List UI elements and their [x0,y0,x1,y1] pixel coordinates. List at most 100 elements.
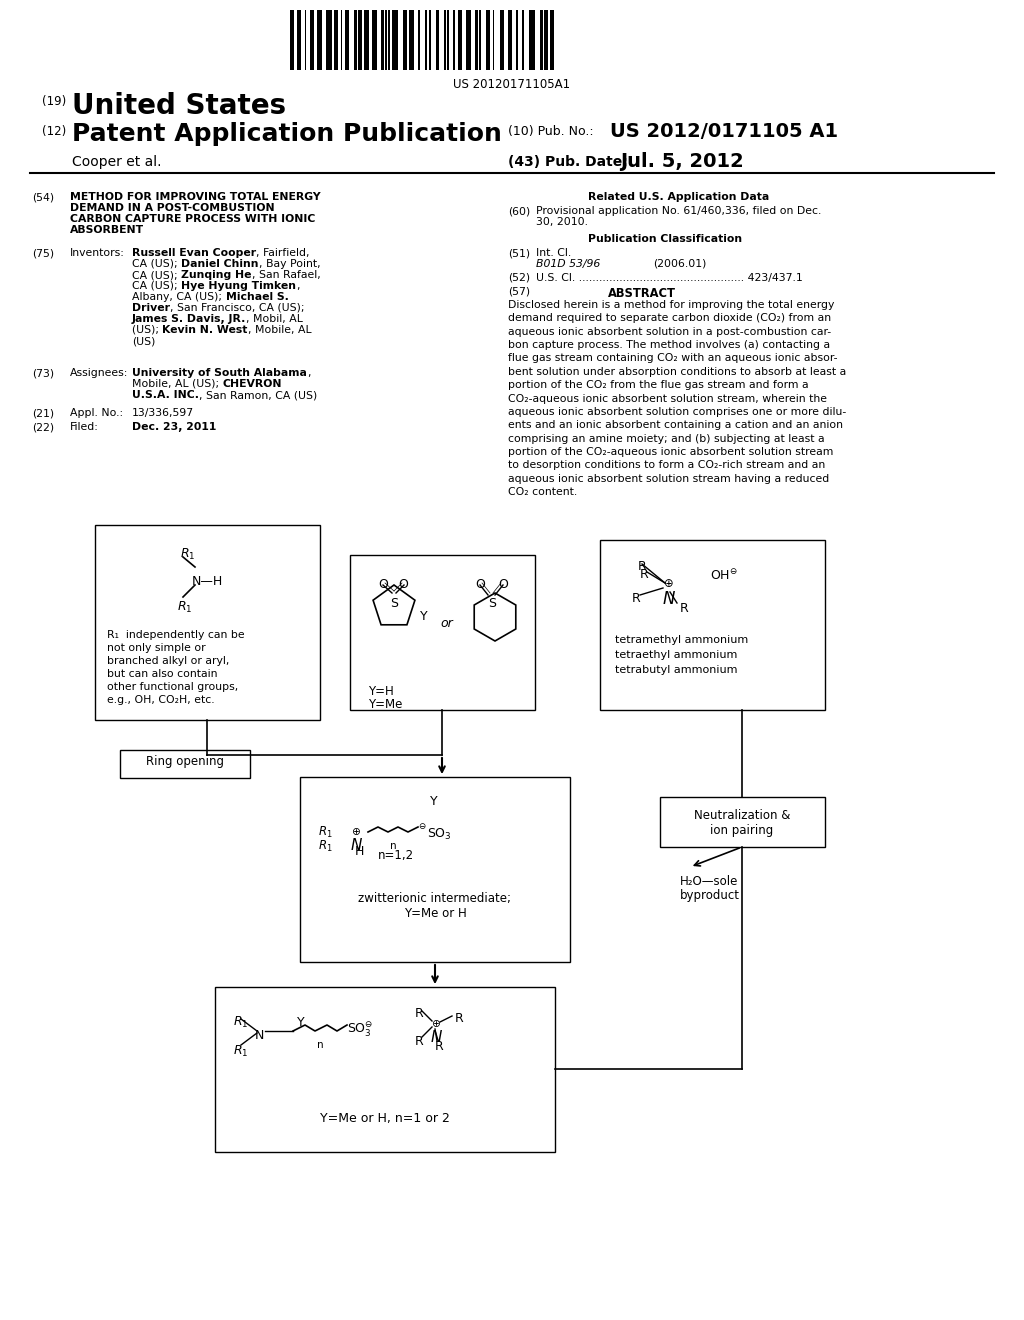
Text: R: R [632,591,641,605]
Text: R₁  independently can be: R₁ independently can be [106,630,245,640]
Text: $R_1$: $R_1$ [180,546,196,562]
Text: tetrabutyl ammonium: tetrabutyl ammonium [615,665,737,675]
Text: Appl. No.:: Appl. No.: [70,408,123,418]
Bar [458,11,462,70]
Text: not only simple or: not only simple or [106,643,206,653]
Text: N—H: N—H [193,576,223,587]
Bar [409,11,414,70]
Text: Y=Me or H: Y=Me or H [403,907,466,920]
Bar [350,554,535,710]
Text: 30, 2010.: 30, 2010. [536,216,588,227]
Text: N: N [255,1030,264,1041]
Text: e.g., OH, CO₂H, etc.: e.g., OH, CO₂H, etc. [106,696,215,705]
Bar [358,11,362,70]
Text: H₂O—sole: H₂O—sole [680,875,738,888]
Text: (75): (75) [32,248,54,257]
Bar [447,11,449,70]
Text: $\overset{\oplus}{N}$: $\overset{\oplus}{N}$ [662,579,676,609]
Text: n=1,2: n=1,2 [378,849,414,862]
Text: Cooper et al.: Cooper et al. [72,154,162,169]
Bar [354,11,356,70]
Text: CA (US);: CA (US); [132,259,181,269]
Text: ABSTRACT: ABSTRACT [608,286,676,300]
Text: Related U.S. Application Data: Related U.S. Application Data [588,191,769,202]
Text: Neutralization &: Neutralization & [694,809,791,822]
Text: DEMAND IN A POST-COMBUSTION: DEMAND IN A POST-COMBUSTION [70,203,274,213]
Text: branched alkyl or aryl,: branched alkyl or aryl, [106,656,229,667]
Text: , Bay Point,: , Bay Point, [259,259,321,269]
Bar [297,11,300,70]
Text: $R_1$: $R_1$ [318,840,333,854]
Text: but can also contain: but can also contain [106,669,217,678]
Text: O: O [498,578,508,591]
Text: Ring opening: Ring opening [146,755,224,768]
Text: (73): (73) [32,368,54,378]
Text: zwitterionic intermediate;: zwitterionic intermediate; [358,892,512,906]
Bar [372,11,377,70]
Bar [326,11,332,70]
Bar [544,11,548,70]
Text: n: n [390,841,396,851]
Bar [425,11,427,70]
Text: S: S [390,597,398,610]
Bar [316,11,322,70]
Text: Assignees:: Assignees: [70,368,128,378]
Text: R: R [455,1012,464,1026]
Bar [388,11,389,70]
Bar [304,11,306,70]
Text: O: O [378,578,388,591]
Text: US 2012/0171105 A1: US 2012/0171105 A1 [610,121,838,141]
Text: , San Francisco, CA (US);: , San Francisco, CA (US); [170,304,304,313]
Bar [436,11,438,70]
Text: $R_1$: $R_1$ [177,601,193,615]
Text: $^{\ominus}$: $^{\ominus}$ [418,822,427,836]
Text: (54): (54) [32,191,54,202]
Text: (52): (52) [508,273,530,282]
Text: (US);: (US); [132,325,163,335]
Bar [381,11,384,70]
Text: Hye Hyung Timken: Hye Hyung Timken [181,281,296,290]
Text: (43) Pub. Date:: (43) Pub. Date: [508,154,628,169]
Text: Zunqing He: Zunqing He [181,271,252,280]
Bar [310,11,314,70]
Bar [418,11,420,70]
Text: (60): (60) [508,206,530,216]
Text: $R_1$: $R_1$ [318,825,333,840]
Bar [660,797,825,847]
Bar [364,11,369,70]
Bar [540,11,543,70]
Text: Driver: Driver [132,304,170,313]
Text: (21): (21) [32,408,54,418]
Bar [215,987,555,1152]
Text: U.S.A. INC.: U.S.A. INC. [132,389,199,400]
Text: SO$_3^{\ominus}$: SO$_3^{\ominus}$ [347,1020,374,1039]
Text: James S. Davis, JR.: James S. Davis, JR. [132,314,247,323]
Text: Kevin N. West: Kevin N. West [163,325,248,335]
Bar [550,11,554,70]
Bar [120,750,250,777]
Bar [300,777,570,962]
Bar [466,11,471,70]
Text: R: R [435,1040,443,1053]
Bar [290,11,294,70]
Text: ,: , [307,368,310,378]
Text: R: R [680,602,689,615]
Bar [522,11,523,70]
Bar [341,11,342,70]
Text: U.S. Cl. ................................................. 423/437.1: U.S. Cl. ...............................… [536,273,803,282]
Text: (10) Pub. No.:: (10) Pub. No.: [508,125,594,139]
Text: (2006.01): (2006.01) [653,259,707,269]
Text: 13/336,597: 13/336,597 [132,408,195,418]
Bar [486,11,490,70]
Bar [515,11,518,70]
Text: tetraethyl ammonium: tetraethyl ammonium [615,649,737,660]
Bar [479,11,480,70]
Text: Y=H: Y=H [368,685,394,698]
Text: US 20120171105A1: US 20120171105A1 [454,78,570,91]
Text: (19): (19) [42,95,67,108]
Text: n: n [317,1040,324,1049]
Text: $R_1$: $R_1$ [233,1044,249,1059]
Bar [475,11,477,70]
Bar [529,11,535,70]
Text: Y: Y [297,1016,304,1030]
